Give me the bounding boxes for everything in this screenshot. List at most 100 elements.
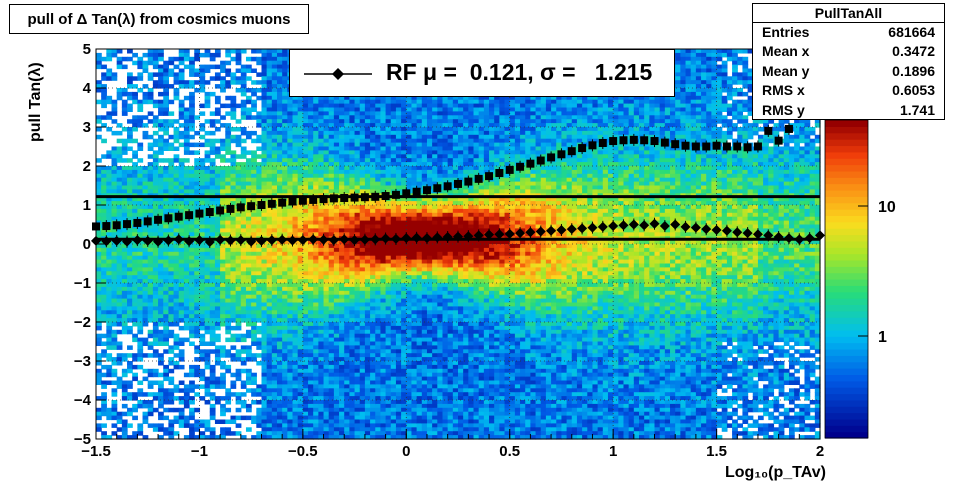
- heatmap-cell: [101, 177, 107, 183]
- heatmap-cell: [328, 306, 335, 311]
- heatmap-cell: [390, 407, 397, 413]
- heatmap-cell: [277, 247, 283, 253]
- heatmap-cell: [292, 138, 299, 144]
- heatmap-cell: [111, 119, 118, 124]
- heatmap-cell: [385, 310, 392, 315]
- heatmap-cell: [142, 84, 149, 89]
- heatmap-cell: [302, 349, 309, 354]
- heatmap-cell: [178, 259, 185, 265]
- heatmap-cell: [256, 169, 263, 175]
- heatmap-cell: [209, 123, 216, 128]
- heatmap-cell: [158, 396, 164, 401]
- heatmap-cell: [364, 345, 371, 350]
- heatmap-cell: [370, 189, 376, 194]
- heatmap-cell: [168, 247, 175, 253]
- heatmap-cell: [370, 435, 376, 440]
- heatmap-cell: [333, 130, 340, 136]
- heatmap-cell: [302, 333, 309, 339]
- heatmap-cell: [137, 64, 144, 70]
- heatmap-cell: [194, 205, 201, 210]
- heatmap-cell: [220, 267, 226, 272]
- heatmap-cell: [364, 263, 371, 268]
- heatmap-cell: [152, 103, 159, 109]
- heatmap-cell: [297, 267, 304, 272]
- heatmap-cell: [240, 302, 247, 307]
- heatmap-cell: [375, 251, 382, 257]
- heatmap-cell: [364, 283, 371, 288]
- heatmap-cell: [178, 341, 185, 346]
- heatmap-cell: [142, 415, 149, 421]
- heatmap-cell: [204, 52, 211, 58]
- heatmap-cell: [220, 403, 226, 409]
- heatmap-cell: [121, 275, 128, 280]
- heatmap-cell: [183, 142, 190, 148]
- heatmap-cell: [183, 95, 190, 101]
- heatmap-cell: [271, 349, 278, 354]
- heatmap-cell: [390, 255, 397, 261]
- heatmap-cell: [152, 173, 159, 179]
- heatmap-cell: [359, 208, 366, 214]
- heatmap-cell: [173, 138, 180, 144]
- heatmap-cell: [385, 205, 392, 210]
- heatmap-cell: [308, 212, 314, 218]
- heatmap-cell: [354, 407, 361, 413]
- heatmap-cell: [220, 189, 226, 194]
- heatmap-cell: [271, 95, 278, 101]
- heatmap-cell: [266, 310, 273, 315]
- heatmap-cell: [251, 158, 257, 163]
- heatmap-cell: [261, 329, 268, 335]
- heatmap-cell: [220, 306, 226, 311]
- heatmap-cell: [282, 107, 288, 112]
- heatmap-cell: [173, 364, 180, 370]
- heatmap-cell: [313, 150, 319, 155]
- heatmap-cell: [245, 220, 252, 226]
- heatmap-cell: [385, 138, 392, 144]
- heatmap-cell: [251, 294, 257, 300]
- heatmap-cell: [308, 271, 314, 276]
- heatmap-cell: [344, 318, 350, 323]
- heatmap-cell: [308, 290, 314, 296]
- heatmap-cell: [158, 228, 164, 233]
- heatmap-cell: [111, 322, 118, 327]
- heatmap-cell: [354, 271, 361, 276]
- heatmap-cell: [147, 345, 154, 350]
- heatmap-cell: [256, 259, 263, 265]
- heatmap-cell: [163, 177, 169, 183]
- heatmap-cell: [132, 162, 138, 167]
- heatmap-cell: [271, 103, 278, 109]
- heatmap-cell: [101, 244, 107, 249]
- heatmap-cell: [147, 244, 154, 249]
- heatmap-cell: [349, 435, 356, 440]
- heatmap-cell: [178, 407, 185, 413]
- heatmap-cell: [271, 322, 278, 327]
- heatmap-cell: [271, 314, 278, 319]
- heatmap-cell: [251, 162, 257, 167]
- heatmap-cell: [271, 56, 278, 62]
- heatmap-cell: [266, 99, 273, 105]
- heatmap-cell: [318, 169, 325, 175]
- heatmap-cell: [297, 279, 304, 284]
- heatmap-cell: [354, 224, 361, 229]
- heatmap-cell: [271, 271, 278, 276]
- heatmap-cell: [339, 407, 345, 413]
- heatmap-cell: [214, 146, 221, 151]
- heatmap-cell: [106, 290, 113, 296]
- heatmap-cell: [96, 259, 102, 265]
- heatmap-cell: [127, 134, 133, 140]
- heatmap-cell: [313, 111, 319, 116]
- heatmap-cell: [380, 263, 387, 268]
- heatmap-cell: [189, 60, 195, 66]
- heatmap-cell: [375, 173, 382, 179]
- heatmap-cell: [199, 337, 206, 343]
- heatmap-cell: [328, 318, 335, 323]
- heatmap-cell: [266, 333, 273, 339]
- heatmap-cell: [271, 224, 278, 229]
- heatmap-cell: [194, 173, 201, 179]
- heatmap-cell: [111, 103, 118, 109]
- heatmap-cell: [359, 107, 366, 112]
- heatmap-cell: [349, 325, 356, 331]
- heatmap-cell: [189, 197, 195, 202]
- heatmap-cell: [297, 228, 304, 233]
- heatmap-cell: [266, 224, 273, 229]
- heatmap-cell: [127, 275, 133, 280]
